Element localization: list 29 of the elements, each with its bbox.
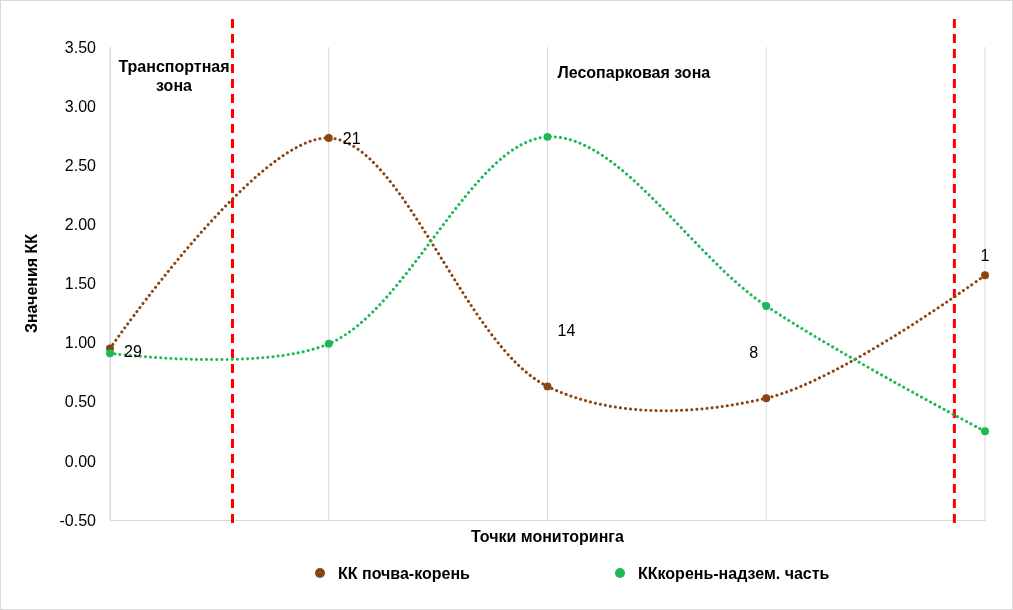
y-tick-label: 2.50 bbox=[64, 156, 97, 174]
point bbox=[324, 134, 333, 143]
legend-label: КК почва-корень bbox=[338, 565, 471, 582]
annotation: 8 bbox=[749, 344, 759, 362]
y-tick-label: -0.50 bbox=[59, 511, 97, 529]
point bbox=[762, 394, 771, 403]
y-tick-label: 1.50 bbox=[64, 275, 97, 293]
point bbox=[106, 349, 114, 358]
y-tick-label: 0.50 bbox=[64, 393, 97, 411]
annotation: 21 bbox=[342, 130, 361, 148]
legend-label: ККкорень-надзем. часть bbox=[638, 565, 830, 582]
y-tick-label: 2.00 bbox=[64, 215, 97, 233]
point bbox=[543, 132, 552, 141]
y-axis-title: Значения КК bbox=[23, 233, 40, 334]
x-axis-title: Точки мониторинга bbox=[471, 528, 625, 545]
annotation: 1 bbox=[980, 247, 990, 265]
y-tick-label: 3.50 bbox=[64, 38, 97, 56]
point bbox=[981, 427, 989, 436]
y-tick-label: 1.00 bbox=[64, 334, 97, 352]
y-tick-label: 3.00 bbox=[64, 97, 97, 115]
annotation: Транспортная зона bbox=[118, 58, 230, 94]
annotation: 14 bbox=[557, 322, 576, 340]
point bbox=[543, 382, 552, 391]
point bbox=[981, 271, 989, 280]
point bbox=[324, 339, 333, 348]
annotation: Лесопарковая зона bbox=[557, 64, 711, 81]
point bbox=[762, 301, 771, 310]
annotation: 29 bbox=[124, 342, 142, 360]
y-tick-label: 0.00 bbox=[64, 452, 97, 470]
